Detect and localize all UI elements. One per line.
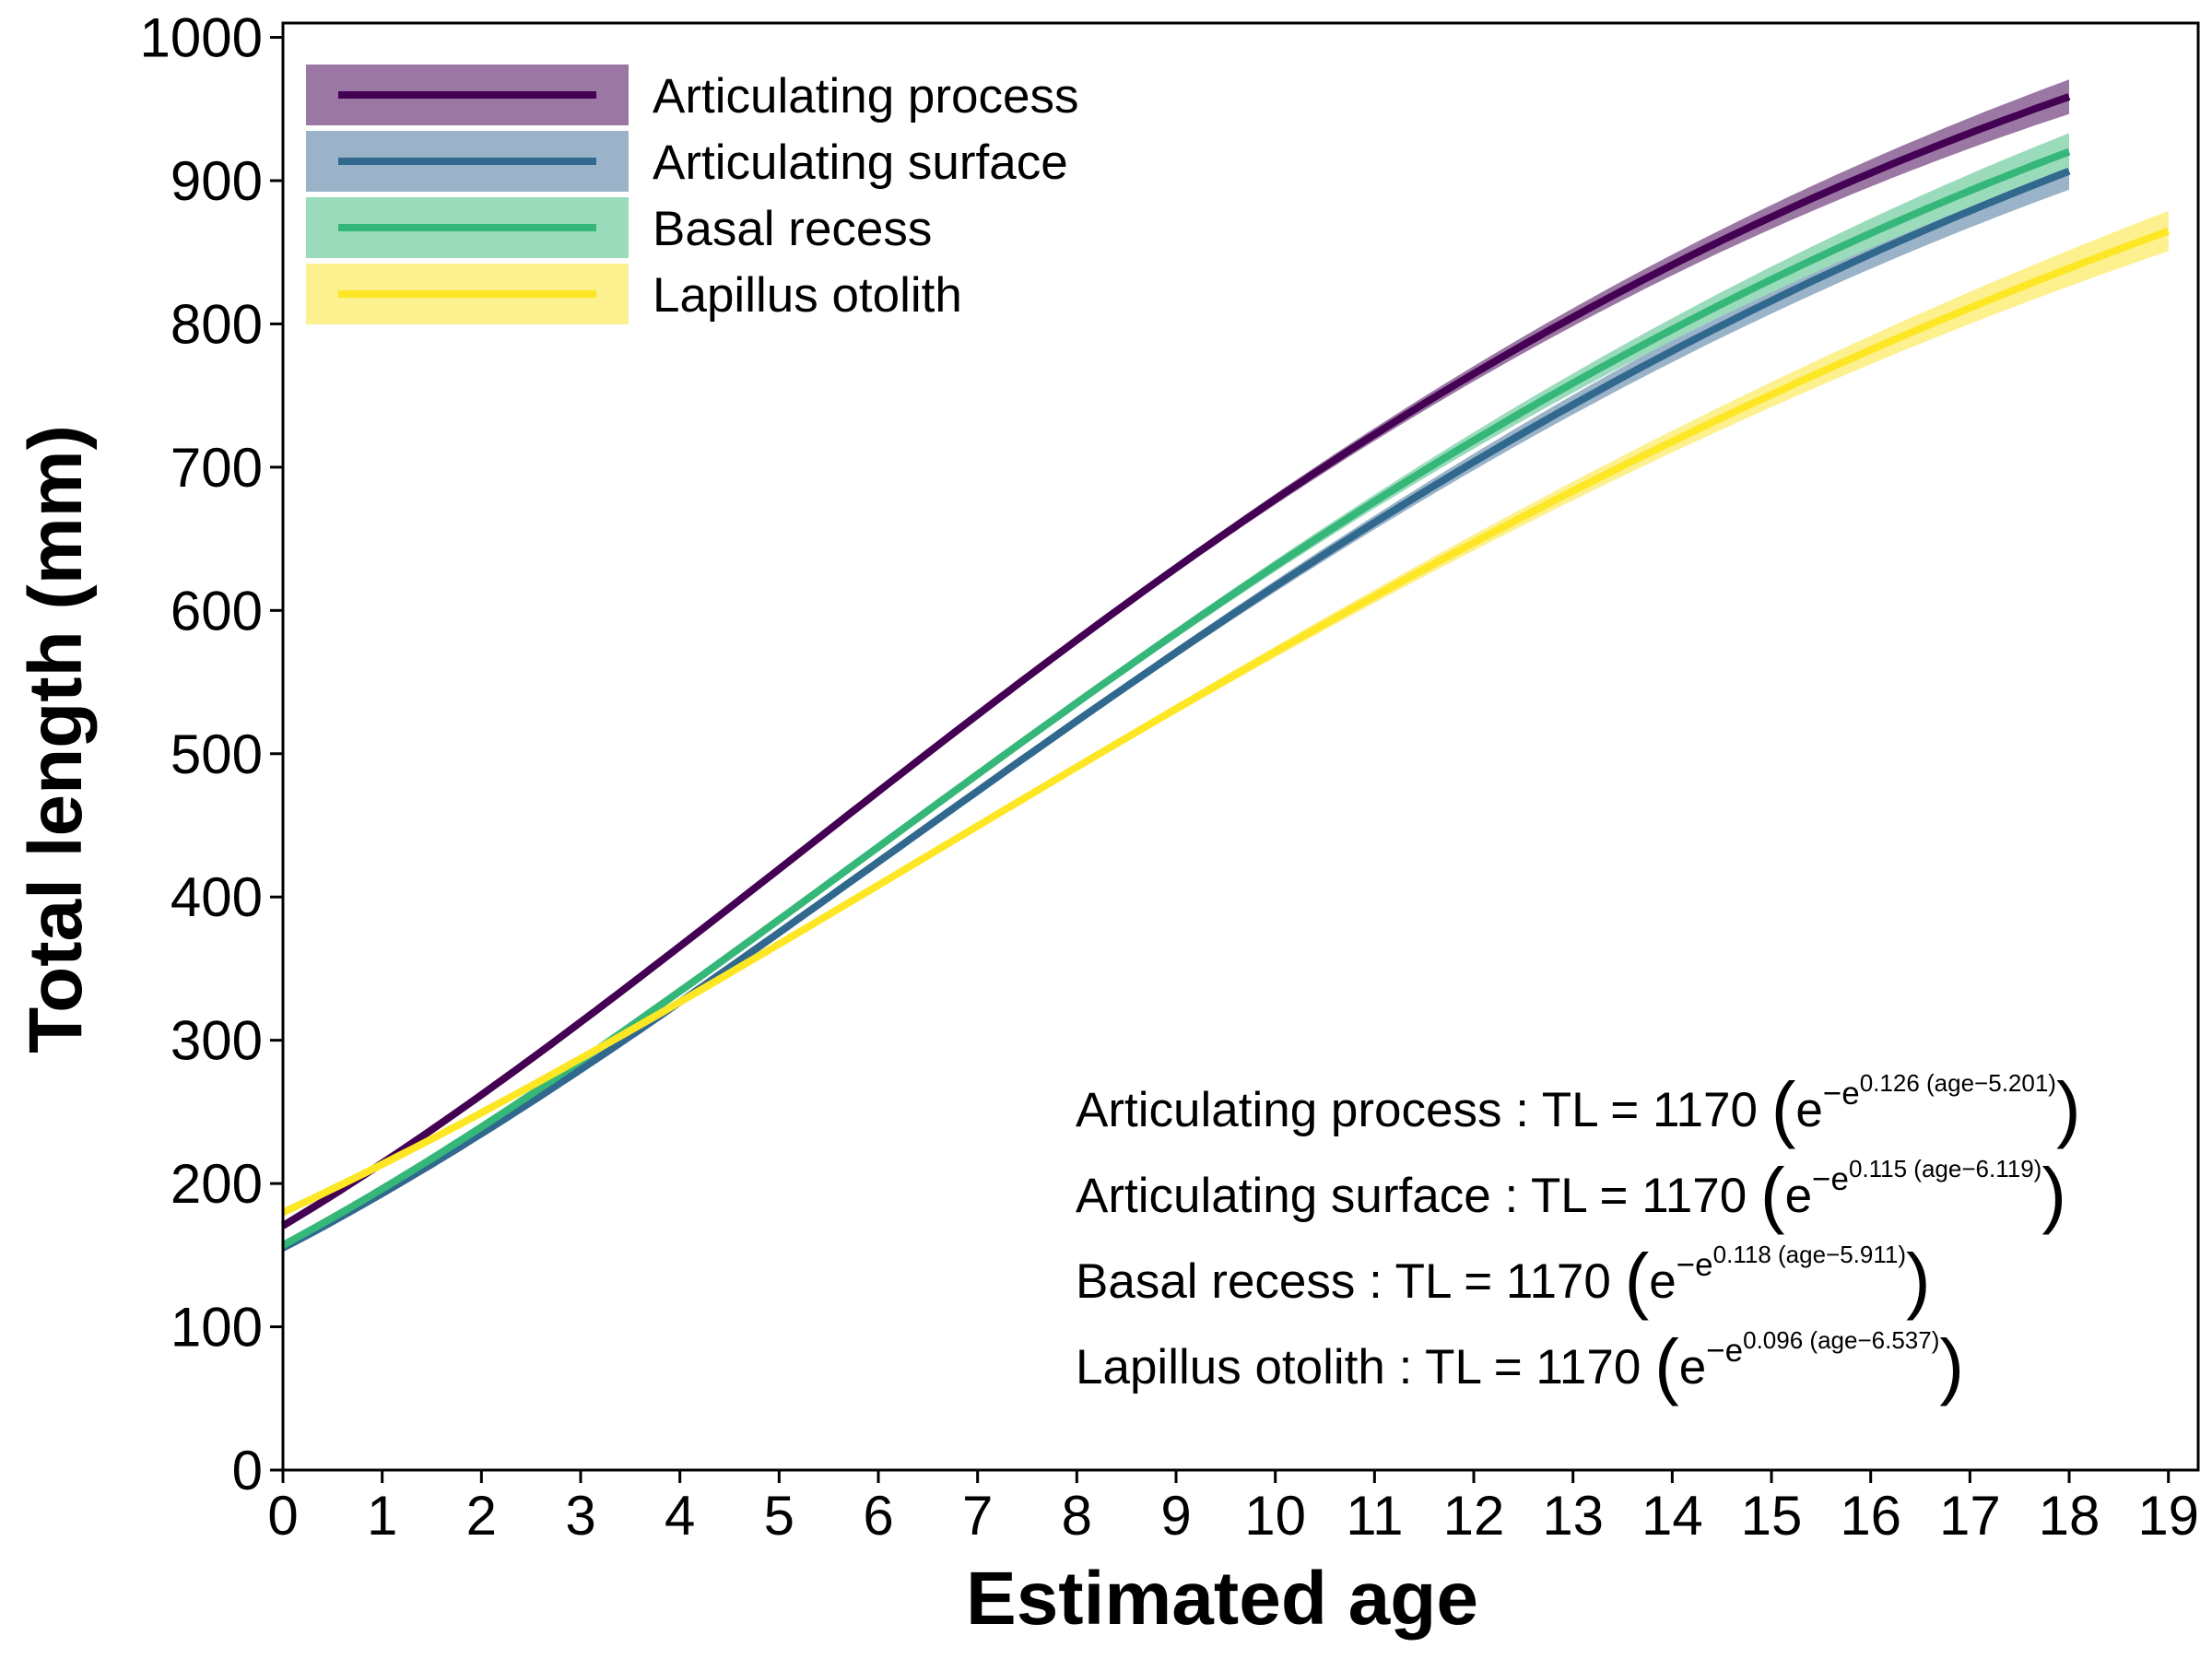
y-tick-label: 400	[171, 866, 263, 928]
equation-articulating-process: Articulating process : TL = 1170 (e−e0.1…	[1076, 1067, 2081, 1149]
x-tick-label: 12	[1443, 1485, 1505, 1547]
y-tick-label: 0	[232, 1440, 263, 1501]
x-tick-label: 4	[665, 1485, 695, 1547]
x-tick-label: 5	[764, 1485, 794, 1547]
legend-item-lapillus-otolith: Lapillus otolith	[306, 264, 962, 324]
x-tick-label: 18	[2039, 1485, 2100, 1547]
x-tick-label: 0	[267, 1485, 298, 1547]
x-tick-label: 1	[367, 1485, 397, 1547]
equation-basal-recess: Basal recess : TL = 1170 (e−e0.118 (age−…	[1076, 1239, 1931, 1321]
legend-label: Basal recess	[653, 202, 932, 256]
confidence-bands	[283, 79, 2169, 1248]
x-tick-label: 7	[962, 1485, 993, 1547]
series-lines	[280, 93, 2171, 1252]
x-tick-label: 16	[1840, 1485, 1901, 1547]
y-tick-label: 700	[171, 437, 263, 499]
legend-item-articulating-process: Articulating process	[306, 65, 1078, 125]
x-tick-label: 8	[1062, 1485, 1092, 1547]
legend-label: Lapillus otolith	[653, 268, 962, 323]
legend-label: Articulating process	[653, 69, 1078, 124]
x-tick-label: 14	[1641, 1485, 1703, 1547]
legend-item-articulating-surface: Articulating surface	[306, 131, 1068, 192]
line-articulating-process	[280, 93, 2071, 1230]
equation-articulating-surface: Articulating surface : TL = 1170 (e−e0.1…	[1076, 1153, 2066, 1235]
equation-lapillus-otolith: Lapillus otolith : TL = 1170 (e−e0.096 (…	[1076, 1324, 1964, 1406]
line-lapillus-otolith	[281, 227, 2171, 1217]
equation-text: Articulating surface : TL = 1170 (e−e0.1…	[1076, 1153, 2066, 1235]
equation-text: Articulating process : TL = 1170 (e−e0.1…	[1076, 1067, 2081, 1149]
x-tick-label: 3	[565, 1485, 595, 1547]
x-tick-label: 2	[466, 1485, 497, 1547]
plot-frame	[281, 21, 2200, 1472]
band-lapillus-otolith	[283, 211, 2169, 1213]
equations: Articulating process : TL = 1170 (e−e0.1…	[1076, 1067, 2081, 1406]
x-tick-label: 19	[2137, 1485, 2199, 1547]
y-tick-label: 1000	[140, 7, 263, 69]
equation-text: Lapillus otolith : TL = 1170 (e−e0.096 (…	[1076, 1324, 1964, 1406]
x-tick-label: 11	[1346, 1485, 1403, 1547]
y-tick-label: 100	[171, 1297, 263, 1359]
legend: Articulating process Articulating surface…	[306, 65, 1078, 324]
y-tick-label: 300	[171, 1010, 263, 1072]
x-tick-label: 15	[1741, 1485, 1803, 1547]
x-tick-label: 10	[1244, 1485, 1306, 1547]
x-tick-label: 9	[1160, 1485, 1191, 1547]
y-axis-title: Total length (mm)	[14, 425, 98, 1053]
x-axis-title: Estimated age	[966, 1557, 1478, 1641]
x-tick-label: 6	[863, 1485, 893, 1547]
equation-text: Basal recess : TL = 1170 (e−e0.118 (age−…	[1076, 1239, 1931, 1321]
y-tick-label: 200	[171, 1153, 263, 1215]
x-tick-label: 17	[1939, 1485, 2001, 1547]
y-tick-label: 500	[171, 724, 263, 785]
y-tick-label: 600	[171, 580, 263, 641]
legend-item-basal-recess: Basal recess	[306, 197, 932, 258]
line-articulating-surface	[281, 167, 2071, 1252]
y-tick-label: 800	[171, 293, 263, 355]
x-tick-label: 13	[1542, 1485, 1604, 1547]
legend-label: Articulating surface	[653, 135, 1068, 190]
y-tick-label: 900	[171, 150, 263, 212]
axes: 0 1 2 3 4 5 6 7 8 9 10 11 12 13 14 15 16 17 18 190100200300…	[14, 7, 2200, 1641]
